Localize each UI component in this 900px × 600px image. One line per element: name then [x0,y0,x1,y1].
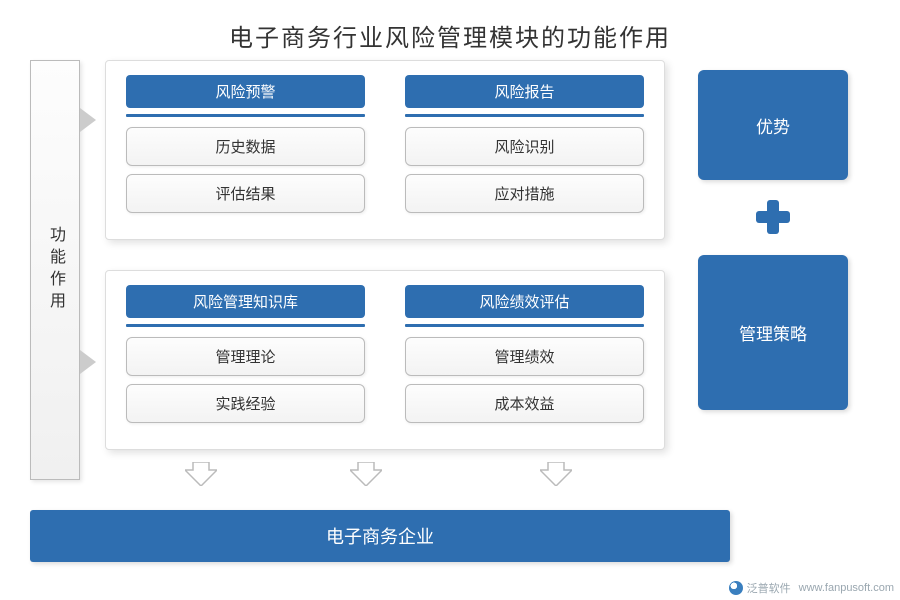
right-box-top: 优势 [698,70,848,180]
right-box-bottom: 管理策略 [698,255,848,410]
column-header: 风险管理知识库 [126,285,365,318]
item-box: 管理理论 [126,337,365,376]
watermark: 泛普软件 www.fanpusoft.com [729,580,894,596]
column: 风险预警 历史数据 评估结果 [126,75,365,221]
divider [126,324,365,327]
item-box: 历史数据 [126,127,365,166]
column-header: 风险报告 [405,75,644,108]
diagram-area: 功能作用 风险预警 历史数据 评估结果 风险报告 风险识别 应对措施 风险管理知… [30,60,870,580]
arrow-right-icon [80,350,96,374]
column: 风险管理知识库 管理理论 实践经验 [126,285,365,431]
bottom-banner: 电子商务企业 [30,510,730,562]
column-header: 风险预警 [126,75,365,108]
left-vertical-label: 功能作用 [30,60,80,480]
item-box: 管理绩效 [405,337,644,376]
column-header: 风险绩效评估 [405,285,644,318]
divider [405,114,644,117]
watermark-brand: 泛普软件 [747,580,791,596]
item-box: 风险识别 [405,127,644,166]
arrow-right-icon [80,108,96,132]
column: 风险绩效评估 管理绩效 成本效益 [405,285,644,431]
panel-bottom: 风险管理知识库 管理理论 实践经验 风险绩效评估 管理绩效 成本效益 [105,270,665,450]
divider [126,114,365,117]
plus-connector-icon [756,200,790,234]
arrow-down-icon [185,462,213,482]
page-title: 电子商务行业风险管理模块的功能作用 [0,0,900,65]
item-box: 成本效益 [405,384,644,423]
panel-top: 风险预警 历史数据 评估结果 风险报告 风险识别 应对措施 [105,60,665,240]
item-box: 实践经验 [126,384,365,423]
item-box: 应对措施 [405,174,644,213]
divider [405,324,644,327]
logo-icon [729,581,743,595]
arrow-down-icon [350,462,378,482]
arrow-down-icon [540,462,568,482]
item-box: 评估结果 [126,174,365,213]
column: 风险报告 风险识别 应对措施 [405,75,644,221]
watermark-url: www.fanpusoft.com [799,582,894,594]
